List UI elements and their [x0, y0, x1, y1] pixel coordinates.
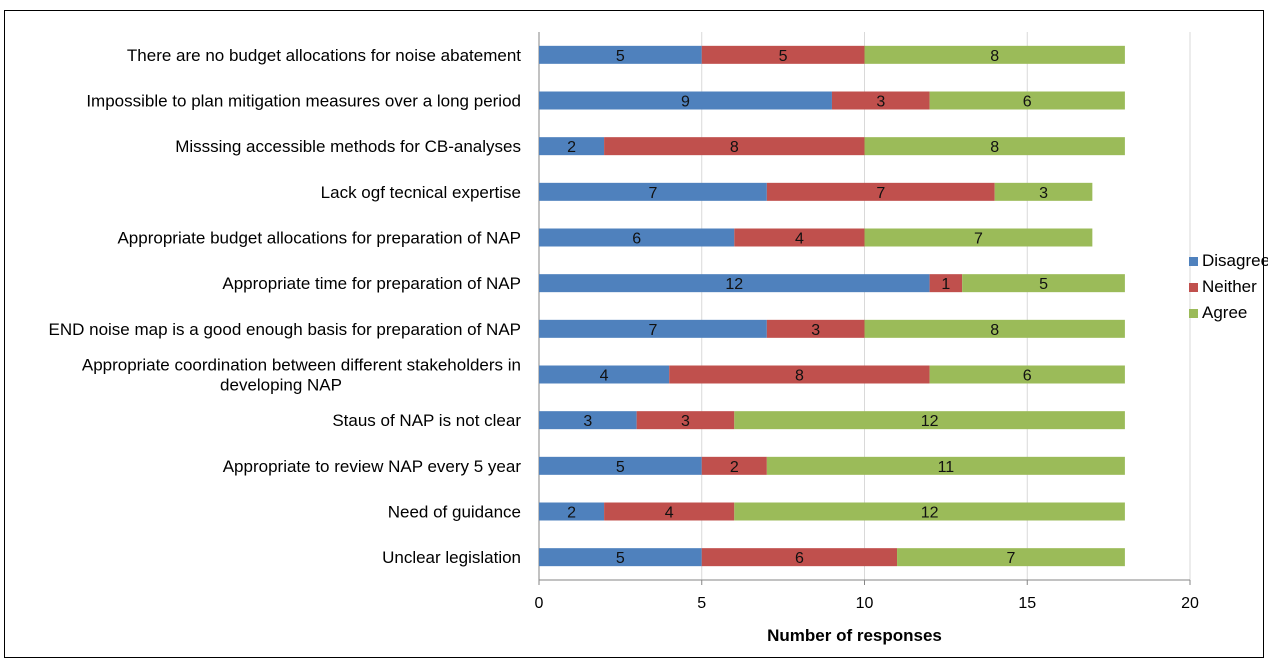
- bar-segment-disagree: [539, 502, 605, 521]
- legend-swatch-neither: [1189, 283, 1198, 292]
- category-label: Appropriate to review NAP every 5 year: [223, 457, 522, 476]
- bar-value-label: 3: [876, 94, 885, 111]
- legend-label-neither: Neither: [1202, 277, 1257, 296]
- bar-value-label: 11: [938, 459, 955, 476]
- bar-segment-agree: [864, 319, 1125, 338]
- bar-segment-agree: [864, 137, 1125, 156]
- bar-segment-agree: [897, 548, 1125, 567]
- category-label: Appropriate coordination between differe…: [82, 356, 521, 395]
- bar-segment-disagree: [539, 319, 767, 338]
- bar-segment-agree: [929, 365, 1125, 384]
- category-label: Impossible to plan mitigation measures o…: [86, 92, 521, 111]
- category-label: Unclear legislation: [382, 548, 521, 567]
- bar-segment-agree: [766, 456, 1125, 475]
- bar-value-label: 12: [725, 276, 743, 293]
- category-label: Lack ogf tecnical expertise: [321, 183, 521, 202]
- x-tick-label: 5: [697, 595, 706, 612]
- legend-label-agree: Agree: [1202, 303, 1247, 322]
- category-label: There are no budget allocations for nois…: [127, 46, 521, 65]
- x-tick-label: 15: [1018, 595, 1036, 612]
- bar-value-label: 3: [811, 322, 820, 339]
- bar-value-label: 12: [921, 505, 939, 522]
- bar-value-label: 8: [795, 368, 804, 385]
- bar-value-label: 3: [583, 413, 592, 430]
- bar-segment-disagree: [539, 45, 702, 64]
- bar-value-label: 5: [779, 48, 788, 65]
- bar-value-label: 1: [941, 276, 950, 293]
- bar-segment-neither: [701, 456, 767, 475]
- bar-value-label: 5: [616, 550, 625, 567]
- bar-segment-neither: [929, 274, 963, 293]
- bar-value-label: 2: [567, 139, 576, 156]
- bar-value-label: 7: [648, 322, 657, 339]
- category-label: Need of guidance: [388, 503, 521, 522]
- bar-value-label: 4: [665, 505, 674, 522]
- bar-segment-disagree: [539, 182, 767, 201]
- bar-value-label: 12: [921, 413, 939, 430]
- bar-segment-disagree: [539, 91, 832, 110]
- legend-swatch-agree: [1189, 309, 1198, 318]
- bar-value-label: 6: [795, 550, 804, 567]
- bar-segment-neither: [734, 228, 865, 247]
- bar-segment-agree: [734, 502, 1125, 521]
- bar-segment-agree: [994, 182, 1093, 201]
- bar-value-label: 5: [616, 48, 625, 65]
- legend-label-disagree: Disagree: [1202, 251, 1268, 270]
- bar-segment-agree: [929, 91, 1125, 110]
- bar-value-label: 3: [1039, 185, 1048, 202]
- legend-swatch-disagree: [1189, 257, 1198, 266]
- bar-value-label: 8: [990, 322, 999, 339]
- bar-segment-disagree: [539, 456, 702, 475]
- bar-segment-disagree: [539, 548, 702, 567]
- x-tick-label: 10: [856, 595, 874, 612]
- bar-value-label: 7: [974, 231, 983, 248]
- category-label: Appropriate budget allocations for prepa…: [117, 229, 521, 248]
- bar-value-label: 8: [990, 48, 999, 65]
- bar-value-label: 7: [1007, 550, 1016, 567]
- bar-value-label: 3: [681, 413, 690, 430]
- bar-segment-agree: [734, 411, 1125, 430]
- x-axis-title: Number of responses: [767, 626, 942, 645]
- bar-segment-neither: [766, 182, 995, 201]
- category-label: END noise map is a good enough basis for…: [49, 320, 522, 339]
- bar-segment-disagree: [539, 274, 930, 293]
- bar-segment-neither: [766, 319, 865, 338]
- x-tick-label: 0: [535, 595, 544, 612]
- bar-segment-disagree: [539, 228, 735, 247]
- bar-value-label: 7: [876, 185, 885, 202]
- bar-segment-agree: [864, 45, 1125, 64]
- bar-segment-disagree: [539, 365, 670, 384]
- bar-segment-neither: [701, 548, 898, 567]
- category-label: Staus of NAP is not clear: [332, 411, 521, 430]
- bar-segment-neither: [636, 411, 735, 430]
- bar-segment-disagree: [539, 137, 605, 156]
- bar-value-label: 2: [730, 459, 739, 476]
- bar-value-label: 4: [795, 231, 804, 248]
- bar-segment-neither: [831, 91, 930, 110]
- bar-value-label: 6: [1023, 368, 1032, 385]
- bar-value-label: 4: [600, 368, 609, 385]
- bar-value-label: 6: [1023, 94, 1032, 111]
- bar-segment-neither: [669, 365, 930, 384]
- bar-segment-neither: [701, 45, 865, 64]
- category-label: Misssing accessible methods for CB-analy…: [175, 137, 521, 156]
- bar-value-label: 2: [567, 505, 576, 522]
- bar-value-label: 7: [648, 185, 657, 202]
- category-label: Appropriate time for preparation of NAP: [222, 274, 521, 293]
- bar-segment-neither: [604, 137, 865, 156]
- bar-value-label: 8: [990, 139, 999, 156]
- bar-value-label: 6: [632, 231, 641, 248]
- bar-segment-agree: [962, 274, 1125, 293]
- bar-value-label: 9: [681, 94, 690, 111]
- x-tick-label: 20: [1181, 595, 1199, 612]
- bar-segment-neither: [604, 502, 735, 521]
- bar-value-label: 8: [730, 139, 739, 156]
- bar-segment-disagree: [539, 411, 637, 430]
- bar-segment-agree: [864, 228, 1093, 247]
- bar-value-label: 5: [1039, 276, 1048, 293]
- bar-value-label: 5: [616, 459, 625, 476]
